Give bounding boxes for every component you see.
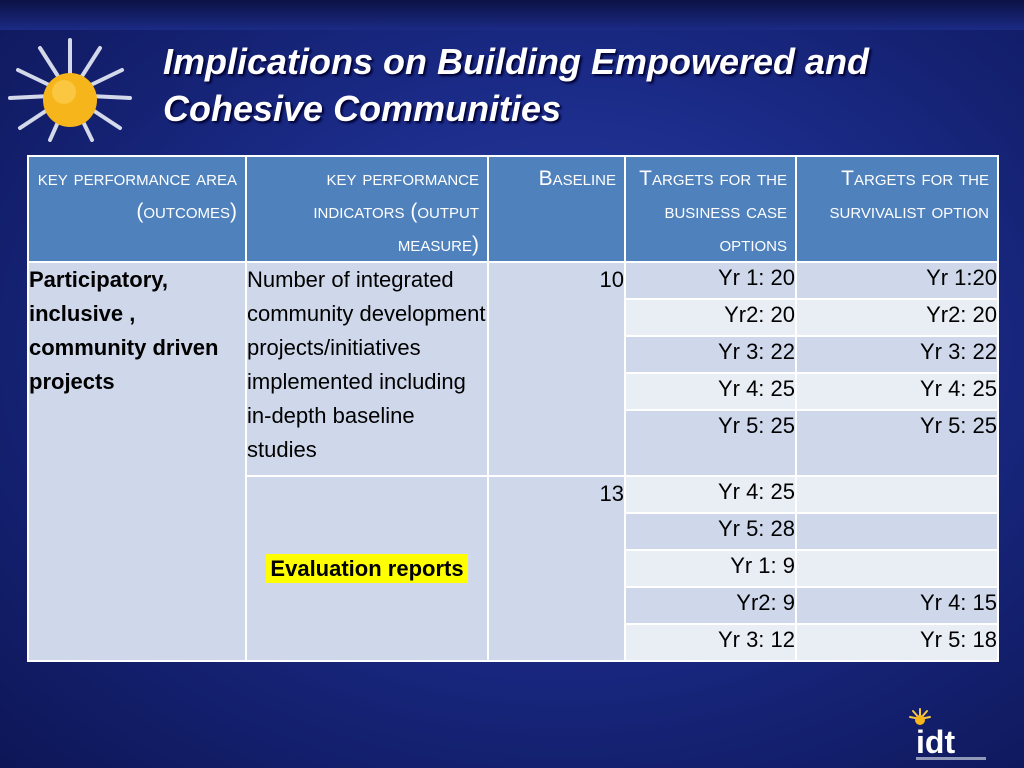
target-business-cell: Yr 5: 25 — [624, 409, 797, 477]
kpi-table: key performance area (outcomes) key perf… — [27, 155, 999, 662]
table-header-row: key performance area (outcomes) key perf… — [27, 155, 999, 263]
indicator-cell: Number of integrated community developme… — [245, 261, 489, 477]
baseline-cell: 13 — [487, 475, 626, 662]
target-business-cell: Yr 3: 22 — [624, 335, 797, 374]
header-kpa: key performance area (outcomes) — [27, 155, 247, 263]
baseline-cell: 10 — [487, 261, 626, 477]
target-survivalist-cell: Yr 5: 25 — [795, 409, 999, 477]
table-row: Yr 5: 25 Yr 5: 25 — [28, 409, 999, 477]
slide-title-line2: Cohesive Communities — [163, 88, 562, 129]
table-row: Yr2: 9 Yr 4: 15 — [28, 586, 999, 625]
idt-logo-text: idt — [916, 724, 955, 760]
target-business-cell: Yr 3: 12 — [624, 623, 797, 662]
sun-icon — [8, 38, 132, 142]
target-business-cell: Yr 1: 9 — [624, 549, 797, 588]
top-bar — [0, 0, 1024, 30]
header-targets-survivalist: Targets for the survivalist option — [795, 155, 999, 263]
target-survivalist-cell: Yr 4: 25 — [795, 372, 999, 411]
table-row: Evaluation reports 13 Yr 4: 25 — [28, 475, 999, 662]
evaluation-reports-highlight: Evaluation reports — [266, 553, 468, 583]
kpa-cell: Participatory, inclusive , community dri… — [27, 261, 247, 662]
target-survivalist-cell: Yr 3: 22 — [795, 335, 999, 374]
table-row: Yr 1: 9 — [28, 549, 999, 588]
target-business-cell: Yr 4: 25 — [624, 372, 797, 411]
target-survivalist-cell: Yr 5: 18 — [795, 623, 999, 662]
target-survivalist-cell — [795, 512, 999, 551]
table-row: Yr 3: 22 Yr 3: 22 — [28, 335, 999, 374]
table-row: Yr 4: 25 Yr 4: 25 — [28, 372, 999, 411]
target-business-cell: Yr 5: 28 — [624, 512, 797, 551]
target-survivalist-cell: Yr2: 20 — [795, 298, 999, 337]
table-row: Yr2: 20 Yr2: 20 — [28, 298, 999, 337]
header-kpi: key performance indicators (output measu… — [245, 155, 489, 263]
table-row: Participatory, inclusive , community dri… — [27, 261, 999, 662]
idt-logo-icon: idt — [909, 708, 986, 760]
table-row: Yr 3: 12 Yr 5: 18 — [28, 623, 999, 662]
target-business-cell: Yr2: 9 — [624, 586, 797, 625]
target-business-cell: Yr2: 20 — [624, 298, 797, 337]
target-survivalist-cell: Yr 4: 15 — [795, 586, 999, 625]
header-baseline: Baseline — [487, 155, 626, 263]
table-row: Yr 5: 28 — [28, 512, 999, 551]
slide-title: Implications on Building Empowered and C… — [163, 38, 1013, 132]
target-business-cell: Yr 1: 20 — [624, 261, 797, 300]
slide-title-line1: Implications on Building Empowered and — [163, 41, 870, 82]
target-survivalist-cell — [795, 549, 999, 588]
indicator-cell: Evaluation reports — [245, 475, 489, 662]
target-survivalist-cell: Yr 1:20 — [795, 261, 999, 300]
target-survivalist-cell — [795, 475, 999, 514]
header-targets-business: Targets for the business case options — [624, 155, 797, 263]
target-business-cell: Yr 4: 25 — [624, 475, 797, 514]
